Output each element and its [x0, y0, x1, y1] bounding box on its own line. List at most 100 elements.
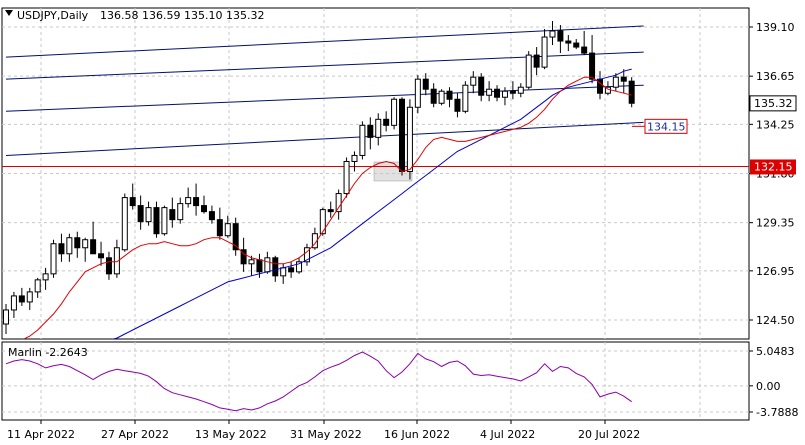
- candle: [462, 81, 469, 114]
- channel-line: [5, 121, 644, 156]
- price-tick-label: 129.35: [756, 217, 795, 230]
- candle: [589, 35, 596, 84]
- candle-body: [74, 237, 81, 249]
- candle: [90, 221, 97, 255]
- candle: [288, 261, 295, 278]
- candle-body: [240, 249, 247, 265]
- candle: [620, 69, 627, 94]
- candle: [581, 31, 588, 56]
- candle-body: [359, 124, 366, 156]
- candle-body: [193, 197, 200, 207]
- symbol-title: USDJPY,Daily: [17, 9, 89, 22]
- candle: [216, 207, 223, 240]
- candle-body: [216, 219, 223, 237]
- oscillator-pane: [1, 341, 750, 421]
- candle: [406, 99, 413, 180]
- candlesticks: [3, 20, 635, 335]
- candle: [201, 195, 207, 214]
- candle: [3, 303, 9, 335]
- candle: [240, 237, 247, 272]
- time-tick-label: 20 Jul 2022: [578, 428, 640, 441]
- candle: [303, 243, 310, 266]
- collapse-triangle-icon[interactable]: [5, 10, 13, 16]
- candle: [383, 111, 390, 132]
- candle: [34, 277, 41, 298]
- candle: [26, 287, 33, 310]
- candle: [272, 255, 279, 282]
- support-price-tag: [750, 159, 796, 175]
- candle: [82, 237, 89, 262]
- price-tick-label: 134.25: [756, 118, 795, 131]
- candle: [343, 157, 350, 198]
- candle: [42, 267, 49, 290]
- candle-body: [335, 193, 342, 213]
- oscillator-grid: [2, 342, 749, 420]
- candle: [105, 251, 112, 280]
- candle-body: [113, 247, 120, 275]
- candle-body: [90, 239, 97, 255]
- candle: [454, 93, 461, 118]
- target-label: 134.15: [647, 120, 686, 133]
- candle: [18, 287, 25, 306]
- candle-body: [161, 207, 168, 235]
- candle: [375, 113, 382, 146]
- candle: [137, 195, 144, 230]
- candle-body: [589, 52, 596, 80]
- candle-body: [612, 76, 619, 88]
- candle: [121, 193, 128, 252]
- candle: [169, 197, 176, 228]
- candle: [414, 75, 421, 114]
- candle-body: [581, 46, 588, 54]
- osc-tick-label: 0.00: [756, 380, 781, 393]
- candle: [66, 233, 73, 262]
- candle-body: [153, 207, 160, 235]
- candle-body: [208, 211, 215, 221]
- price-tick-label: 136.65: [756, 70, 795, 83]
- candle: [153, 201, 160, 238]
- candle: [541, 29, 548, 70]
- marlin-line: [5, 351, 632, 412]
- candle: [145, 201, 152, 226]
- time-axis: 11 Apr 2022 27 Apr 2022 13 May 2022 31 May …: [7, 420, 640, 441]
- candle: [525, 51, 532, 90]
- candle-body: [272, 257, 279, 277]
- candle-body: [256, 259, 263, 273]
- candle-body: [470, 76, 477, 86]
- candle: [573, 39, 580, 50]
- osc-tick-label: -3.7888: [756, 406, 798, 419]
- candle-body: [121, 197, 128, 251]
- candle: [446, 87, 453, 108]
- candle: [501, 87, 508, 106]
- candle-body: [406, 106, 413, 172]
- candle-body: [319, 209, 326, 235]
- candle-body: [501, 90, 508, 98]
- candle: [161, 205, 168, 236]
- candle-body: [98, 253, 105, 259]
- time-tick-label: 11 Apr 2022: [7, 428, 75, 441]
- slow-moving-average: [111, 68, 632, 339]
- candle-body: [494, 88, 501, 98]
- ohlc-readout: 136.58 136.59 135.10 135.32: [100, 9, 264, 22]
- candle: [430, 83, 437, 108]
- candle-body: [18, 295, 25, 303]
- candle: [391, 97, 398, 130]
- candle-body: [565, 40, 572, 44]
- candle-body: [509, 90, 516, 94]
- candle: [399, 97, 405, 176]
- candle: [533, 47, 540, 76]
- candle: [517, 83, 524, 98]
- candle-body: [454, 98, 461, 112]
- candle-body: [42, 273, 49, 281]
- candle: [74, 231, 81, 258]
- candle-body: [414, 78, 421, 108]
- candle-body: [10, 295, 17, 311]
- candle-body: [280, 267, 287, 277]
- candle-body: [248, 259, 255, 265]
- candle-body: [232, 223, 239, 251]
- candle: [422, 73, 429, 96]
- candle-body: [343, 160, 350, 195]
- candle-body: [224, 223, 231, 237]
- candle: [248, 255, 255, 276]
- channel-line: [5, 25, 644, 58]
- candle-body: [185, 197, 192, 205]
